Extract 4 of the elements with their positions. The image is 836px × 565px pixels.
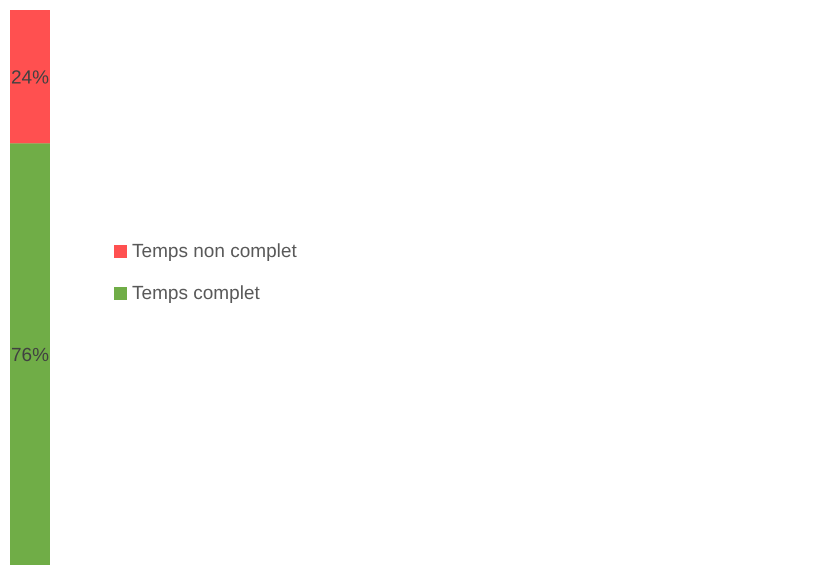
data-label: 24% [10,67,50,88]
legend-label: Temps complet [132,282,260,304]
data-label: 76% [10,344,50,366]
legend-label: Temps non complet [132,240,297,262]
